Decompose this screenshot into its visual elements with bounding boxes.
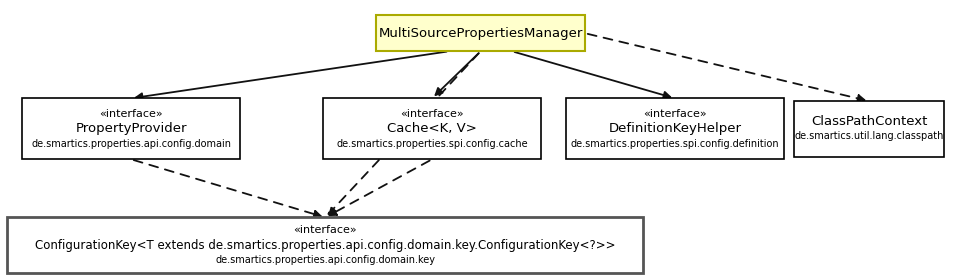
Text: ConfigurationKey<T extends de.smartics.properties.api.config.domain.key.Configur: ConfigurationKey<T extends de.smartics.p…	[35, 239, 616, 252]
FancyBboxPatch shape	[323, 98, 542, 159]
Text: «interface»: «interface»	[99, 109, 163, 119]
Text: de.smartics.properties.spi.config.cache: de.smartics.properties.spi.config.cache	[336, 139, 528, 149]
Text: de.smartics.util.lang.classpath: de.smartics.util.lang.classpath	[794, 131, 944, 142]
Text: de.smartics.properties.spi.config.definition: de.smartics.properties.spi.config.defini…	[571, 139, 779, 149]
FancyBboxPatch shape	[565, 98, 785, 159]
Text: DefinitionKeyHelper: DefinitionKeyHelper	[609, 122, 741, 135]
Text: «interface»: «interface»	[643, 109, 707, 119]
FancyBboxPatch shape	[377, 15, 586, 51]
FancyBboxPatch shape	[22, 98, 241, 159]
FancyBboxPatch shape	[8, 217, 644, 273]
Text: Cache<K, V>: Cache<K, V>	[387, 122, 477, 135]
Text: PropertyProvider: PropertyProvider	[76, 122, 186, 135]
FancyBboxPatch shape	[794, 101, 945, 157]
Text: de.smartics.properties.api.config.domain.key: de.smartics.properties.api.config.domain…	[216, 255, 435, 265]
Text: «interface»: «interface»	[400, 109, 464, 119]
Text: de.smartics.properties.api.config.domain: de.smartics.properties.api.config.domain	[31, 139, 231, 149]
Text: ClassPathContext: ClassPathContext	[811, 115, 927, 128]
Text: «interface»: «interface»	[293, 225, 357, 235]
Text: MultiSourcePropertiesManager: MultiSourcePropertiesManager	[379, 27, 583, 40]
